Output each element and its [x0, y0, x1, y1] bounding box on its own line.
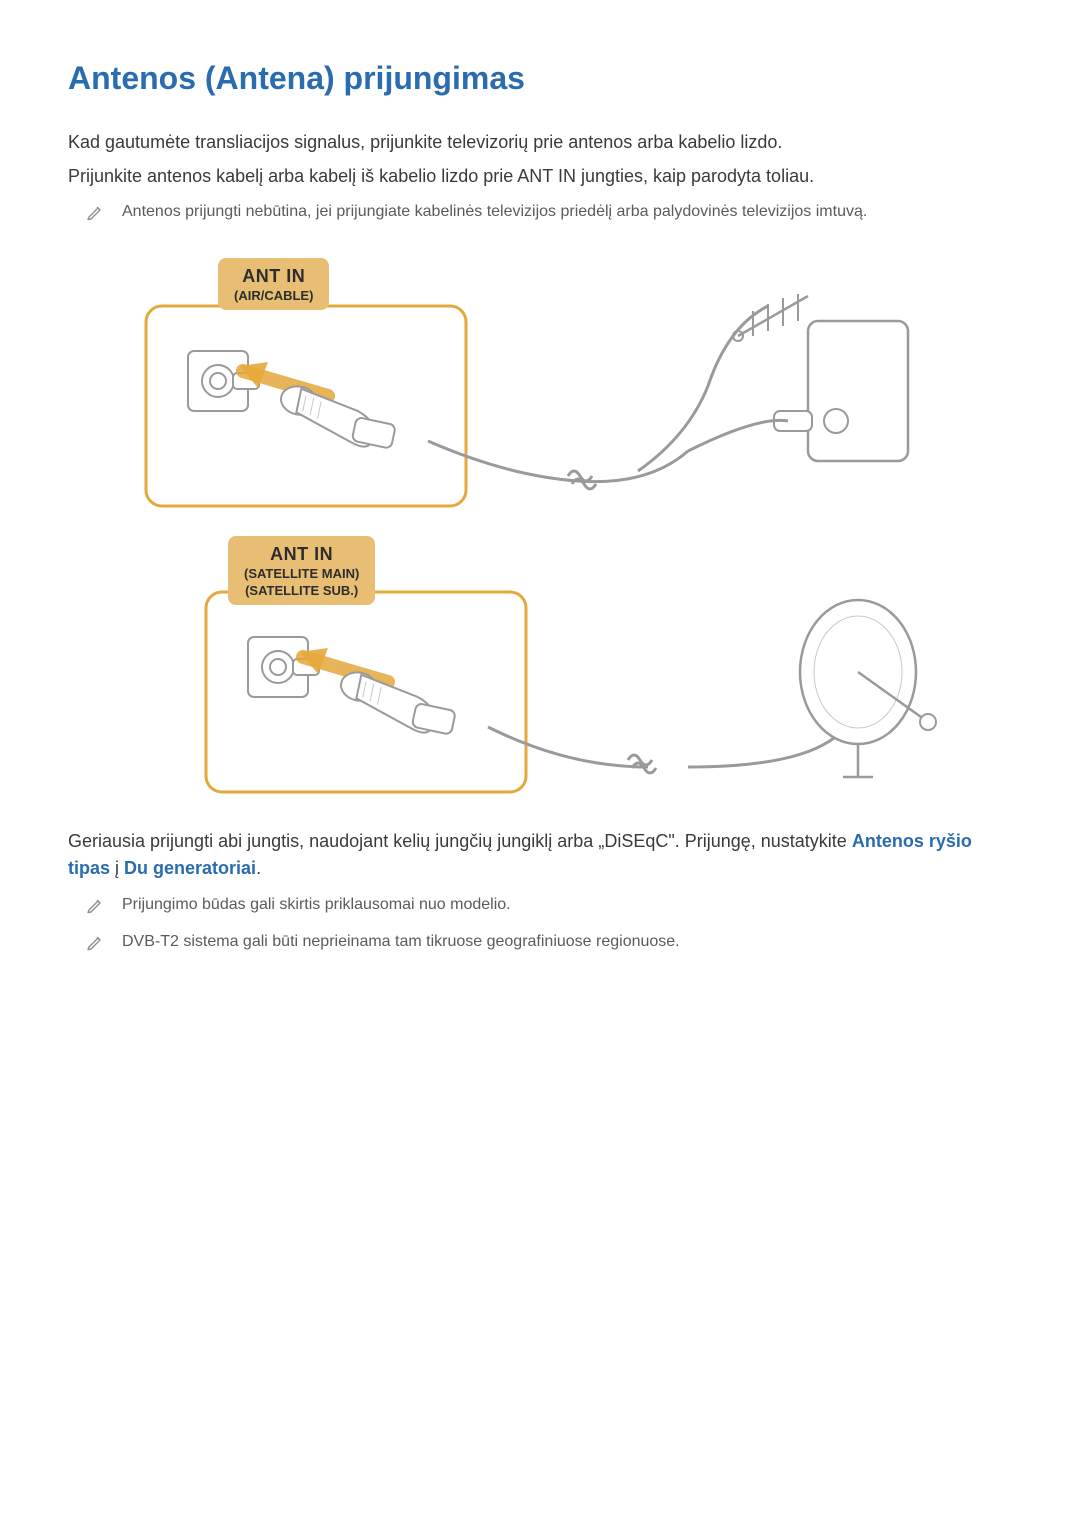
pencil-note-icon: [86, 203, 104, 226]
pencil-note-icon: [86, 896, 104, 919]
note-1-text: Antenos prijungti nebūtina, jei prijungi…: [122, 201, 867, 223]
link-du-generatoriai[interactable]: Du generatoriai: [124, 858, 256, 878]
ant-in-air-cable-sub: (AIR/CABLE): [234, 289, 313, 304]
paragraph-1: Kad gautumėte transliacijos signalus, pr…: [68, 129, 1012, 155]
ant-in-satellite-sub1: (SATELLITE MAIN): [244, 567, 359, 582]
ant-in-air-cable-main: ANT IN: [234, 266, 313, 287]
note-3: DVB-T2 sistema gali būti neprieinama tam…: [86, 931, 1012, 956]
ant-in-satellite-main: ANT IN: [244, 544, 359, 565]
bottom-text-2: į: [110, 858, 124, 878]
ant-in-air-cable-label: ANT IN (AIR/CABLE): [218, 258, 329, 310]
bottom-text-3: .: [256, 858, 261, 878]
ant-in-satellite-label: ANT IN (SATELLITE MAIN) (SATELLITE SUB.): [228, 536, 375, 605]
diagram-air-cable: ANT IN (AIR/CABLE): [68, 266, 1012, 516]
bottom-paragraph: Geriausia prijungti abi jungtis, naudoja…: [68, 828, 1012, 882]
paragraph-2: Prijunkite antenos kabelį arba kabelį iš…: [68, 163, 1012, 189]
note-2-text: Prijungimo būdas gali skirtis priklausom…: [122, 894, 511, 916]
page-title: Antenos (Antena) prijungimas: [68, 60, 1012, 97]
pencil-note-icon: [86, 933, 104, 956]
note-1: Antenos prijungti nebūtina, jei prijungi…: [86, 201, 1012, 226]
bottom-text-1: Geriausia prijungti abi jungtis, naudoja…: [68, 831, 852, 851]
note-2: Prijungimo būdas gali skirtis priklausom…: [86, 894, 1012, 919]
note-3-text: DVB-T2 sistema gali būti neprieinama tam…: [122, 931, 680, 953]
diagram-satellite: ANT IN (SATELLITE MAIN) (SATELLITE SUB.): [68, 542, 1012, 802]
ant-in-satellite-sub2: (SATELLITE SUB.): [244, 584, 359, 599]
